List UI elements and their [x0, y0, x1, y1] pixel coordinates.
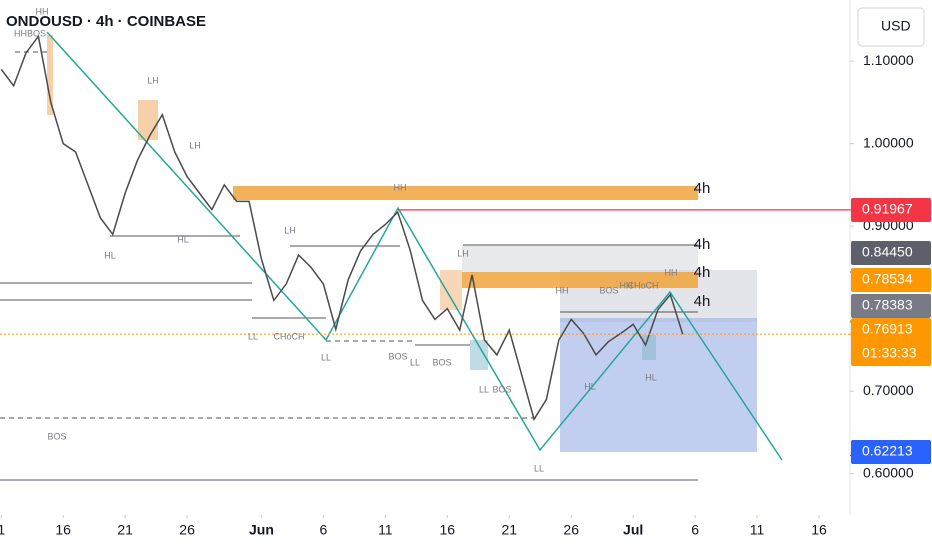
price-tag — [851, 241, 931, 265]
x-tick-label: 6 — [319, 522, 327, 538]
y-tick-label: 1.00000 — [863, 134, 914, 150]
timeframe-label: 4h — [694, 180, 711, 197]
x-tick-label: 1 — [0, 522, 5, 538]
zone — [642, 335, 656, 360]
structure-label: HH — [36, 6, 49, 16]
zone — [462, 272, 698, 288]
structure-label: HL — [104, 250, 116, 260]
structure-label: HL — [645, 372, 657, 382]
structure-label: HH — [394, 182, 407, 192]
x-tick-label: Jun — [249, 522, 274, 538]
structure-label: CHoCH — [273, 331, 304, 341]
price-tag-label: 0.91967 — [862, 201, 913, 217]
price-tag-label: 0.78534 — [862, 271, 913, 287]
structure-label: LL — [321, 352, 331, 362]
x-tick-label: 16 — [55, 522, 71, 538]
price-tag — [851, 318, 931, 366]
x-tick-label: Jul — [623, 522, 643, 538]
countdown: 01:33:33 — [862, 345, 917, 361]
x-tick-label: 16 — [811, 522, 827, 538]
structure-label: LH — [147, 75, 159, 85]
price-line — [0, 34, 684, 422]
timeframe-label: 4h — [694, 293, 711, 310]
x-tick-label: 26 — [563, 522, 579, 538]
zone — [47, 35, 53, 115]
structure-label: LH — [284, 225, 296, 235]
price-tag — [851, 294, 931, 318]
structure-label: CHoCH — [627, 280, 658, 290]
price-tag — [851, 440, 931, 464]
x-tick-label: 11 — [378, 522, 393, 538]
structure-label: LH — [457, 248, 469, 258]
structure-label: LL — [479, 384, 489, 394]
y-tick-label: 0.60000 — [863, 464, 914, 480]
x-tick-label: 11 — [750, 522, 765, 538]
structure-label: LH — [189, 140, 201, 150]
price-tag-label: 0.76913 — [862, 321, 913, 337]
zigzag — [46, 31, 783, 461]
structure-label: HH — [556, 285, 569, 295]
structure-label: BOS — [47, 431, 66, 441]
zone — [233, 186, 698, 200]
x-tick-label: 6 — [691, 522, 699, 538]
price-tag — [851, 268, 931, 292]
structure-label: BOS — [388, 351, 407, 361]
x-tick-label: 16 — [440, 522, 456, 538]
y-tick-label: 0.70000 — [863, 382, 914, 398]
currency[interactable]: USD — [881, 18, 911, 34]
structure-label: LL — [534, 463, 544, 473]
structure-label: HL — [584, 381, 596, 391]
structure-label: LL — [248, 331, 258, 341]
structure-label: LL — [410, 357, 420, 367]
structure-label: HHBOS — [14, 28, 46, 38]
structure-label: BOS — [492, 384, 511, 394]
price-tag-label: 0.78383 — [862, 297, 913, 313]
structure-label: HL — [177, 234, 189, 244]
y-tick-label: 1.10000 — [863, 52, 914, 68]
structure-label: HH — [620, 280, 633, 290]
zone — [138, 100, 158, 140]
structure-label: BOS — [432, 357, 451, 367]
chart-title: ONDOUSD · 4h · COINBASE — [6, 13, 206, 30]
x-tick-label: 21 — [501, 522, 517, 538]
zone — [462, 245, 698, 272]
price-tag — [851, 198, 931, 222]
timeframe-label: 4h — [694, 236, 711, 253]
currency-button[interactable] — [857, 7, 925, 47]
structure-label: HH — [665, 267, 678, 277]
structure-label: BOS — [599, 285, 618, 295]
zone — [440, 270, 462, 310]
price-tag-label: 0.84450 — [862, 244, 913, 260]
structure-lines — [0, 51, 698, 481]
x-tick-label: 26 — [179, 522, 195, 538]
zone — [470, 340, 488, 370]
x-tick-label: 21 — [117, 522, 133, 538]
price-tag-label: 0.62213 — [862, 443, 913, 459]
timeframe-label: 4h — [694, 264, 711, 281]
